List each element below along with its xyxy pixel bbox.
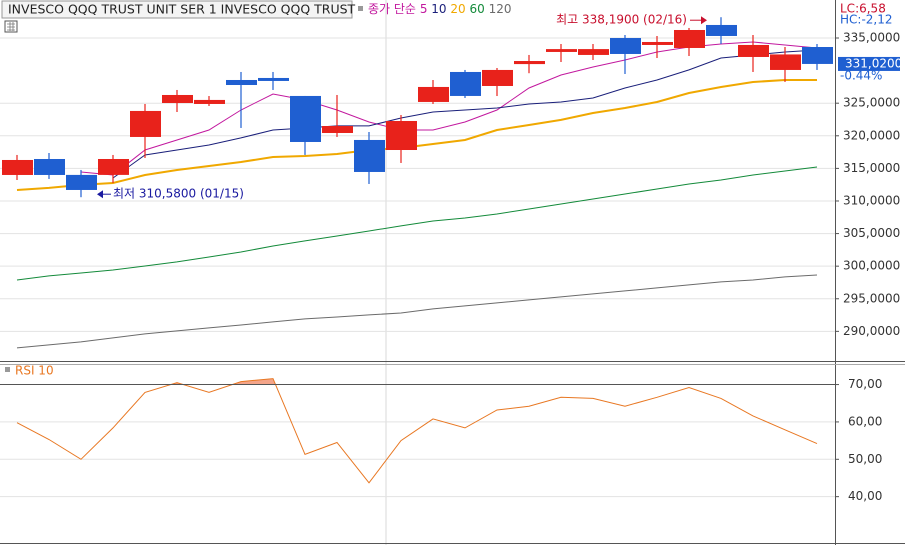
- legend-entry: 10: [431, 2, 446, 16]
- candle-body: [802, 47, 833, 64]
- candle-body: [354, 139, 385, 172]
- candle-body: [130, 110, 161, 137]
- hc-label: HC:-2,12: [840, 13, 893, 27]
- candle-body: [418, 86, 449, 102]
- candle-body: [322, 126, 353, 133]
- y-tick-label: 50,00: [848, 452, 882, 466]
- candle-body: [642, 41, 673, 45]
- panel-marker: [5, 367, 10, 372]
- legend-marker: [358, 6, 363, 11]
- candle-body: [450, 71, 481, 96]
- candle-body: [162, 94, 193, 104]
- y-tick-label: 315,0000: [843, 161, 900, 175]
- title-box: [1, 0, 353, 19]
- legend-entry: 20: [450, 2, 465, 16]
- high-arrow-head: [701, 16, 707, 25]
- candle-body: [98, 158, 129, 175]
- candle-body: [578, 49, 609, 55]
- high-annotation: 최고 338,1900 (02/16): [556, 13, 687, 27]
- y-tick-label: 70,00: [848, 377, 882, 391]
- y-tick-label: 300,0000: [843, 259, 900, 273]
- legend: 종가 단순 5 10 20 60 120: [368, 2, 512, 16]
- candle-body: [66, 174, 97, 190]
- y-tick-label: 310,0000: [843, 193, 900, 207]
- y-tick-label: 295,0000: [843, 291, 900, 305]
- candle-body: [546, 49, 577, 52]
- y-tick-label: 305,0000: [843, 226, 900, 240]
- y-tick-label: 335,0000: [843, 31, 900, 45]
- last-price-box: [838, 56, 900, 71]
- candle-body: [226, 79, 257, 86]
- legend-entry: 60: [470, 2, 485, 16]
- last-price: 331,0200: [845, 56, 902, 70]
- settings-icon-grid: [7, 22, 15, 31]
- y-tick-label: 290,0000: [843, 324, 900, 338]
- candle-body: [610, 38, 641, 54]
- candle-body: [770, 54, 801, 70]
- change-label: -0.44%: [840, 68, 882, 82]
- candle-body: [706, 24, 737, 36]
- candle-body: [290, 95, 321, 142]
- moving-average-line: [112, 49, 818, 179]
- legend-entry: 5: [420, 2, 428, 16]
- lc-label: LC:6,58: [840, 2, 886, 16]
- candle-body: [34, 158, 65, 175]
- instrument-title: INVESCO QQQ TRUST UNIT SER 1 INVESCO QQQ…: [8, 2, 356, 17]
- rsi-line: [16, 378, 818, 484]
- candle-body: [258, 77, 289, 81]
- candle-body: [386, 120, 417, 151]
- y-tick-label: 40,00: [848, 489, 882, 503]
- candle-body: [674, 29, 705, 48]
- candle-body: [514, 61, 545, 65]
- candle-body: [482, 69, 513, 86]
- candle-body: [738, 44, 769, 57]
- low-arrow-head: [97, 190, 103, 199]
- candle-body: [194, 99, 225, 104]
- y-tick-label: 325,0000: [843, 96, 900, 110]
- y-tick-label: 320,0000: [843, 128, 900, 142]
- moving-average-line: [16, 166, 818, 281]
- moving-average-line: [16, 274, 818, 349]
- candle-body: [2, 159, 33, 175]
- legend-label: 종가 단순: [368, 2, 416, 16]
- y-tick-label: 60,00: [848, 414, 882, 428]
- legend-entry: 120: [489, 2, 512, 16]
- low-annotation: 최저 310,5800 (01/15): [113, 187, 244, 201]
- settings-icon[interactable]: [4, 20, 18, 33]
- rsi-legend: RSI 10: [15, 364, 54, 378]
